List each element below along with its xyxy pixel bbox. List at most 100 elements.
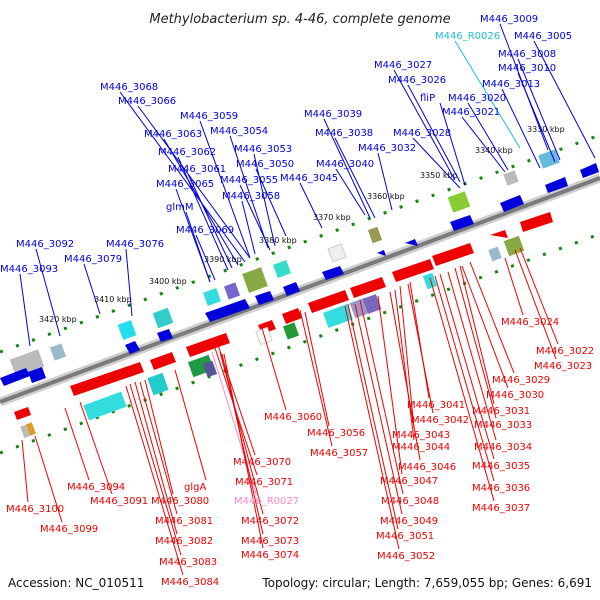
gene-label: M446_3008 — [498, 49, 556, 60]
label-leader-line — [323, 118, 371, 219]
gene-label: M446_3069 — [176, 225, 234, 236]
label-leader-line — [125, 248, 133, 317]
reverse-strand-blocks — [20, 235, 525, 439]
forward-strand-blocks — [9, 149, 560, 377]
gene-label: M446_3038 — [315, 128, 373, 139]
gene-label: M446_3036 — [472, 483, 530, 494]
gene-label: M446_3093 — [0, 264, 58, 275]
gene-label: M446_3026 — [388, 75, 446, 86]
label-leader-line — [199, 120, 251, 259]
gene-label: M446_3032 — [358, 143, 416, 154]
label-leader-line — [64, 407, 90, 481]
label-leader-line — [389, 291, 421, 461]
gene-label: M446_3061 — [168, 164, 226, 175]
kbp-tick-label: 3400 kbp — [149, 277, 187, 286]
gene-label: M446_3010 — [498, 63, 556, 74]
label-leader-line — [377, 295, 403, 475]
label-leader-line — [461, 116, 506, 173]
label-leader-line — [439, 102, 466, 186]
gene-label: M446_3076 — [106, 239, 164, 250]
label-leader-line — [299, 309, 333, 447]
gene-label: M446_3034 — [474, 442, 532, 453]
gene-label: fliP — [420, 93, 435, 104]
gene-label: M446_3070 — [233, 457, 291, 468]
gene-label: M446_3062 — [158, 147, 216, 158]
label-leader-line — [394, 289, 415, 441]
gene-label: M446_3005 — [514, 31, 572, 42]
label-leader-line — [129, 383, 182, 556]
label-leader-line — [79, 401, 113, 495]
upper-gene-labels: M446_3009 M446_3005 M446_R0026 M446_3008 M44… — [0, 14, 572, 275]
label-leader-line — [461, 265, 509, 389]
gene-label: M446_3091 — [90, 496, 148, 507]
label-leader-line — [219, 351, 264, 515]
label-leader-line — [514, 249, 557, 360]
gene-label: M446_3080 — [151, 496, 209, 507]
label-leader-line — [185, 211, 211, 283]
label-leader-line — [344, 305, 400, 550]
gene-label: M446_3040 — [316, 159, 374, 170]
lower-gene-labels: M446_3024 M446_3022 M446_3023 M446_3029 M446… — [6, 317, 594, 588]
gene-label: M446_3063 — [144, 129, 202, 140]
label-leader-line — [517, 58, 561, 161]
gene-label: glgA — [184, 482, 206, 493]
gene-label: M446_3084 — [161, 577, 219, 588]
gene-label: M446_3083 — [159, 557, 217, 568]
gene-label: M446_3052 — [377, 551, 435, 562]
label-leader-line — [347, 303, 399, 530]
label-leader-line — [253, 153, 276, 247]
label-leader-line — [334, 137, 376, 219]
gene-label: M446_3013 — [482, 79, 540, 90]
label-leader-line — [134, 381, 178, 535]
gene-label: M446_3035 — [472, 461, 530, 472]
label-leader-line — [125, 385, 184, 576]
kbp-tick-label: 3350 kbp — [420, 171, 458, 180]
label-leader-line — [533, 40, 596, 159]
label-leader-line — [255, 168, 287, 237]
label-leader-line — [119, 91, 246, 263]
genome-backbone — [0, 173, 600, 407]
label-leader-line — [187, 173, 233, 269]
gene-label: M446_3060 — [264, 412, 322, 423]
gene-label: M446_3100 — [6, 504, 64, 515]
gene-label: M446_3066 — [118, 96, 176, 107]
label-leader-line — [335, 168, 366, 216]
label-leader-line — [429, 277, 495, 502]
label-leader-line — [447, 271, 497, 441]
gene-label: M446_3043 — [392, 430, 450, 441]
gene-label: M446_3082 — [155, 536, 213, 547]
label-leader-line — [377, 152, 393, 211]
gene-label: M446_3056 — [307, 428, 365, 439]
label-leader-line — [177, 156, 229, 271]
label-leader-line — [407, 283, 434, 414]
label-leader-line — [439, 273, 495, 460]
gene-label: M446_3053 — [234, 144, 292, 155]
gene-label: M446_3033 — [474, 420, 532, 431]
label-leader-line — [223, 353, 264, 549]
label-leader-line — [434, 275, 495, 482]
gene-label: M446_3054 — [210, 126, 268, 137]
gene-label: M446_3092 — [16, 239, 74, 250]
gene-label: M446_3051 — [376, 531, 434, 542]
gene-label: M446_3081 — [155, 516, 213, 527]
gene-label: M446_3029 — [492, 375, 550, 386]
label-leader-line — [454, 267, 497, 419]
label-leader-line — [467, 102, 509, 171]
label-leader-line — [35, 248, 61, 337]
label-leader-line — [407, 84, 461, 183]
gene-label: M446_3039 — [304, 109, 362, 120]
gene-label: M446_3050 — [236, 159, 294, 170]
gene-label: M446_3049 — [380, 516, 438, 527]
gene-label: M446_3074 — [241, 550, 299, 561]
gene-label: M446_3024 — [501, 317, 559, 328]
label-leader-line — [304, 311, 330, 427]
label-leader-line — [501, 88, 541, 169]
gene-label: M446_R0026 — [435, 31, 500, 42]
label-leader-line — [21, 439, 29, 503]
kbp-tick-label: 3380 kbp — [259, 236, 297, 245]
accession: Accession: NC_010511 — [8, 576, 144, 590]
gene-label: M446_3046 — [398, 462, 456, 473]
gene-label: M446_3027 — [374, 60, 432, 71]
label-leader-line — [299, 182, 323, 229]
